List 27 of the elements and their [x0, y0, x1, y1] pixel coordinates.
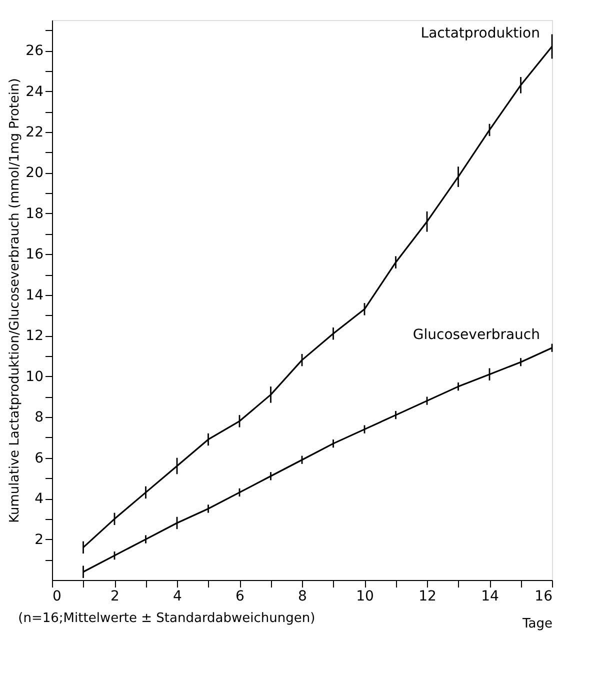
y-tick-label: 20 — [26, 165, 44, 182]
x-tick-label: 14 — [481, 588, 499, 604]
x-tick-label: 0 — [52, 588, 62, 604]
y-tick-label: 24 — [26, 84, 44, 100]
series-label: Lactatproduktion — [420, 25, 540, 42]
x-tick-label: 12 — [418, 588, 436, 604]
y-tick-label: 18 — [26, 206, 44, 222]
y-tick-label: 10 — [26, 368, 44, 385]
y-tick-label: 26 — [26, 43, 44, 60]
y-tick-label: 16 — [26, 246, 44, 263]
y-tick-label: 6 — [34, 450, 44, 466]
y-tick-label: 8 — [34, 410, 44, 426]
y-tick-label: 2 — [34, 532, 44, 548]
y-tick-label: 12 — [26, 328, 44, 344]
y-tick-label: 22 — [26, 124, 44, 140]
x-tick-label: 2 — [110, 588, 120, 604]
x-tick-label: 10 — [356, 588, 374, 604]
x-tick-label: 4 — [173, 588, 182, 604]
y-axis-title: Kumulative Lactatproduktion/Glucoseverbrauch (mmol/1mg Protein) — [8, 78, 23, 523]
text: (n=16;Mittelwerte ± Standardabweichungen) — [18, 611, 316, 626]
x-axis-title: Tage — [521, 616, 552, 632]
y-tick-label: 4 — [34, 491, 44, 508]
x-tick-label: 6 — [236, 588, 245, 604]
x-tick-label: 16 — [534, 588, 553, 604]
y-tick-label: 14 — [26, 287, 44, 304]
x-tick-label: 8 — [298, 588, 307, 604]
series-label: Glucoseverbrauch — [412, 326, 540, 343]
